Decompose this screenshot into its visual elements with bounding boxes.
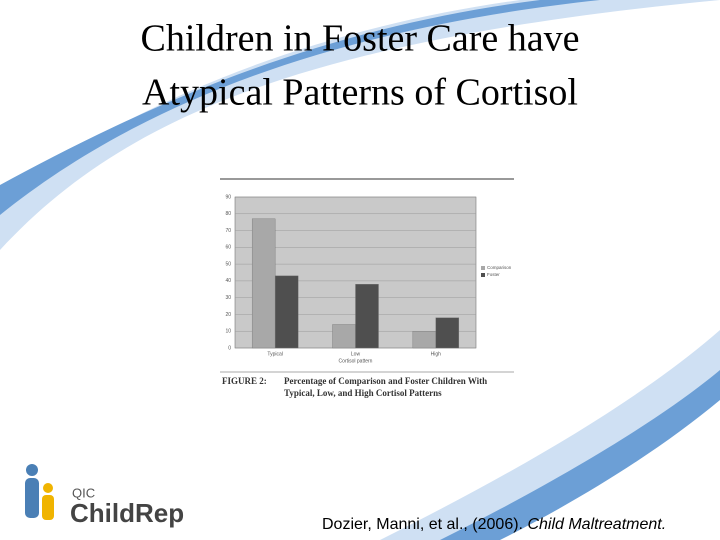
swoosh-top (0, 0, 720, 250)
title-line: Children in Foster Care have (140, 18, 579, 60)
x-tick-label: High (431, 351, 442, 357)
bar (412, 331, 437, 349)
y-tick-label: 30 (225, 295, 231, 301)
bar (435, 317, 460, 349)
logo-body (25, 478, 39, 518)
logo-head (26, 464, 38, 476)
citation-authors: Dozier, Manni, et al., (2006). (322, 516, 523, 533)
y-tick-label: 80 (225, 211, 231, 217)
y-tick-label: 20 (225, 312, 231, 318)
x-axis-label: Cortisol pattern (339, 358, 373, 364)
logo-top: QIC (72, 485, 95, 500)
y-tick-label: 0 (228, 345, 231, 351)
y-tick-label: 90 (225, 194, 231, 200)
x-tick-label: Low (351, 351, 361, 357)
logo-name: ChildRep (70, 498, 184, 528)
citation: Dozier, Manni, et al., (2006). Child Mal… (322, 516, 666, 533)
legend-swatch (481, 273, 485, 277)
y-tick-label: 70 (225, 228, 231, 234)
title-line: Atypical Patterns of Cortisol (142, 72, 578, 114)
caption-line: Typical, Low, and High Cortisol Patterns (284, 388, 442, 398)
logo-head (43, 483, 53, 493)
caption-label: FIGURE 2: (222, 376, 267, 386)
bar (274, 275, 299, 349)
caption-line: Percentage of Comparison and Foster Chil… (284, 376, 487, 386)
y-tick-label: 60 (225, 245, 231, 251)
y-tick-label: 40 (225, 278, 231, 284)
citation-journal: Child Maltreatment. (527, 516, 666, 533)
y-tick-label: 50 (225, 261, 231, 267)
bar (355, 284, 379, 349)
x-tick-label: Typical (267, 351, 283, 357)
y-tick-label: 10 (225, 329, 231, 335)
legend-label: Foster (487, 272, 500, 277)
legend-label: Comparison (487, 265, 512, 270)
bar (251, 218, 276, 349)
bar (332, 324, 356, 349)
legend-swatch (481, 266, 485, 270)
logo: QIC ChildRep (25, 464, 184, 528)
chart: 0 10 20 30 40 50 60 70 80 90 Typical Low High Cortiso… (225, 194, 511, 364)
logo-body (42, 495, 54, 520)
